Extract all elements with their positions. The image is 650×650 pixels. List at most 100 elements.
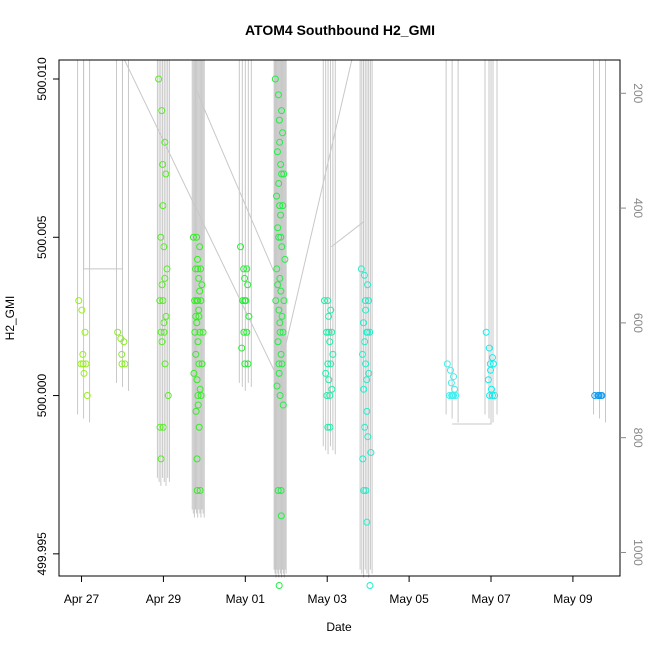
data-point bbox=[324, 297, 332, 305]
depth-lines bbox=[77, 59, 607, 578]
data-point bbox=[276, 319, 284, 327]
x-axis: Apr 27 Apr 29 May 01 May 03 May 05 May 07 May … bbox=[64, 575, 593, 606]
data-point bbox=[320, 297, 328, 305]
data-point bbox=[324, 360, 332, 368]
data-point bbox=[362, 487, 370, 495]
data-point bbox=[157, 455, 165, 463]
data-point bbox=[485, 344, 493, 352]
data-point bbox=[488, 392, 496, 400]
data-point bbox=[325, 328, 333, 336]
data-point bbox=[360, 385, 368, 393]
data-point bbox=[326, 423, 334, 431]
data-point bbox=[120, 338, 128, 346]
data-point bbox=[189, 233, 197, 241]
data-point bbox=[274, 281, 282, 289]
data-point bbox=[78, 306, 86, 314]
data-point bbox=[275, 179, 283, 187]
data-point bbox=[367, 449, 375, 457]
data-point bbox=[161, 138, 169, 146]
data-point bbox=[80, 369, 88, 377]
data-point bbox=[158, 281, 166, 289]
data-point bbox=[277, 350, 285, 358]
data-point bbox=[275, 581, 283, 589]
x-tick-label: May 03 bbox=[308, 592, 348, 606]
right-tick-label: 600 bbox=[631, 313, 645, 333]
data-point bbox=[482, 328, 490, 336]
y-tick-label: 500.005 bbox=[35, 215, 49, 259]
data-point bbox=[488, 354, 496, 362]
data-point bbox=[196, 328, 204, 336]
data-point bbox=[159, 297, 167, 305]
data-point bbox=[279, 401, 287, 409]
data-point bbox=[160, 243, 168, 251]
data-point bbox=[275, 369, 283, 377]
data-point bbox=[156, 423, 164, 431]
data-point bbox=[275, 116, 283, 124]
data-point bbox=[238, 344, 246, 352]
data-point bbox=[280, 170, 288, 178]
data-point bbox=[364, 433, 372, 441]
data-point bbox=[279, 202, 287, 210]
data-point bbox=[79, 360, 87, 368]
data-point bbox=[275, 360, 283, 368]
data-point bbox=[194, 265, 202, 273]
data-point bbox=[279, 129, 287, 137]
data-point bbox=[359, 455, 367, 463]
data-point bbox=[323, 328, 331, 336]
data-point bbox=[239, 297, 247, 305]
data-point bbox=[278, 170, 286, 178]
data-point bbox=[155, 75, 163, 83]
data-point bbox=[194, 401, 202, 409]
depth-trace bbox=[195, 89, 287, 301]
data-point bbox=[241, 360, 249, 368]
data-point bbox=[357, 265, 365, 273]
data-point bbox=[83, 392, 91, 400]
data-point bbox=[194, 297, 202, 305]
depth-trace bbox=[83, 60, 123, 270]
right-tick-label: 200 bbox=[631, 83, 645, 103]
data-point bbox=[280, 297, 288, 305]
data-point bbox=[447, 379, 455, 387]
data-point bbox=[362, 360, 370, 368]
data-point bbox=[190, 369, 198, 377]
depth-trace bbox=[124, 59, 287, 396]
data-point bbox=[486, 392, 494, 400]
data-point bbox=[274, 224, 282, 232]
data-point bbox=[278, 312, 286, 320]
data-point bbox=[322, 369, 330, 377]
data-point bbox=[81, 328, 89, 336]
data-point bbox=[443, 360, 451, 368]
data-point bbox=[361, 338, 369, 346]
data-point bbox=[359, 319, 367, 327]
x-tick-label: Apr 29 bbox=[146, 592, 182, 606]
data-point bbox=[278, 243, 286, 251]
data-point bbox=[161, 360, 169, 368]
x-tick-label: May 01 bbox=[226, 592, 266, 606]
data-point bbox=[491, 392, 499, 400]
data-point bbox=[160, 319, 168, 327]
data-point bbox=[360, 271, 368, 279]
plot-frame bbox=[58, 59, 621, 577]
data-point bbox=[273, 265, 281, 273]
data-point bbox=[79, 350, 87, 358]
data-point bbox=[193, 487, 201, 495]
data-point bbox=[159, 202, 167, 210]
x-tick-label: May 05 bbox=[389, 592, 429, 606]
data-point bbox=[272, 297, 280, 305]
data-point bbox=[326, 338, 334, 346]
data-point bbox=[194, 255, 202, 263]
data-point bbox=[279, 328, 287, 336]
data-point bbox=[240, 328, 248, 336]
right-axis: 200 400 600 800 1000 bbox=[620, 83, 645, 566]
data-point bbox=[276, 392, 284, 400]
right-tick-label: 1000 bbox=[631, 539, 645, 566]
data-point bbox=[361, 423, 369, 431]
data-point bbox=[363, 376, 371, 384]
data-point bbox=[195, 312, 203, 320]
data-point bbox=[277, 487, 285, 495]
data-point bbox=[366, 581, 374, 589]
data-point bbox=[193, 233, 201, 241]
data-point bbox=[276, 328, 284, 336]
y-tick-label: 500.010 bbox=[35, 57, 49, 101]
